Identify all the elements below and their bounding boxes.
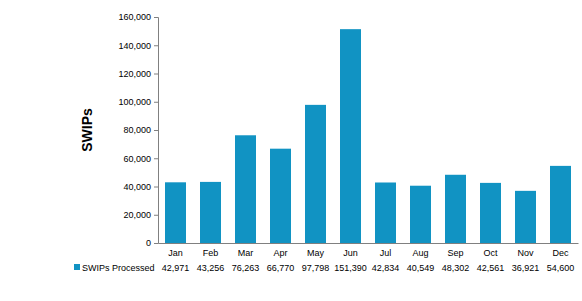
x-tick: Dec — [552, 243, 569, 258]
y-tick: 160,000 — [118, 12, 158, 22]
y-tick-label: 0 — [146, 238, 151, 248]
y-tick-label: 40,000 — [123, 182, 151, 192]
x-tick: Jun — [343, 243, 358, 258]
x-tick: May — [307, 243, 325, 258]
legend-swatch — [74, 264, 80, 270]
x-tick-label: May — [307, 248, 325, 258]
y-tick: 60,000 — [123, 154, 158, 164]
x-tick: Nov — [517, 243, 534, 258]
x-axis: Jan Feb Mar Apr May Jun Jul Aug Sep Oct Nov Dec — [159, 243, 579, 258]
bar — [480, 183, 501, 243]
bar — [200, 182, 221, 243]
bar — [515, 191, 536, 243]
x-tick: Jul — [380, 243, 392, 258]
x-tick-label: Sep — [447, 248, 463, 258]
value-label: 151,390 — [334, 263, 367, 273]
y-tick-label: 120,000 — [118, 69, 151, 79]
y-tick: 140,000 — [118, 41, 158, 51]
bar — [445, 175, 466, 243]
x-tick-label: Dec — [552, 248, 569, 258]
y-axis-title: SWIPs — [79, 108, 95, 152]
bar — [305, 105, 326, 243]
y-tick-mark — [154, 45, 158, 46]
x-tick: Oct — [483, 243, 498, 258]
y-tick-label: 80,000 — [123, 125, 151, 135]
y-tick-mark — [154, 102, 158, 103]
x-tick: Mar — [238, 243, 254, 258]
x-tick-label: Mar — [238, 248, 254, 258]
x-tick: Apr — [273, 243, 287, 258]
value-label: 42,561 — [477, 263, 505, 273]
x-tick-label: Nov — [517, 248, 534, 258]
bar — [375, 182, 396, 243]
value-label: 54,600 — [547, 263, 575, 273]
value-label: 40,549 — [407, 263, 435, 273]
value-label: 97,798 — [302, 263, 330, 273]
plot: 0 20,000 40,000 60,000 80,000 100,000 120,000 1… — [118, 12, 578, 258]
x-tick-label: Aug — [412, 248, 428, 258]
value-label: 76,263 — [232, 263, 260, 273]
y-tick-mark — [154, 243, 158, 244]
y-tick: 0 — [146, 238, 158, 248]
y-tick-mark — [154, 17, 158, 18]
y-tick: 80,000 — [123, 125, 158, 135]
x-tick-label: Jan — [168, 248, 183, 258]
y-tick-label: 20,000 — [123, 210, 151, 220]
x-tick-label: Apr — [273, 248, 287, 258]
bar — [235, 135, 256, 243]
bar — [410, 186, 431, 243]
y-tick: 100,000 — [118, 97, 158, 107]
y-tick: 20,000 — [123, 210, 158, 220]
y-tick-mark — [154, 74, 158, 75]
y-tick: 120,000 — [118, 69, 158, 79]
y-tick-label: 60,000 — [123, 154, 151, 164]
x-tick-label: Oct — [483, 248, 498, 258]
value-label: 42,971 — [162, 263, 190, 273]
y-axis-line — [154, 18, 159, 244]
bar — [550, 166, 571, 243]
y-tick-mark — [154, 130, 158, 131]
x-tick-label: Jul — [380, 248, 392, 258]
bar — [165, 182, 186, 243]
bars — [165, 29, 571, 243]
x-tick-label: Jun — [343, 248, 358, 258]
value-label: 42,834 — [372, 263, 400, 273]
y-tick-label: 100,000 — [118, 97, 151, 107]
y-axis: 0 20,000 40,000 60,000 80,000 100,000 120,000 1… — [118, 12, 158, 248]
x-tick: Aug — [412, 243, 428, 258]
x-axis-line — [159, 243, 579, 244]
value-row: 42,971 43,256 76,263 66,770 97,798 151,390 42,… — [162, 263, 575, 273]
x-tick: Jan — [168, 243, 183, 258]
y-tick-mark — [154, 187, 158, 188]
value-label: 43,256 — [197, 263, 225, 273]
y-tick: 40,000 — [123, 182, 158, 192]
bar — [340, 29, 361, 243]
y-tick-mark — [154, 158, 158, 159]
value-label: 36,921 — [512, 263, 540, 273]
chart: 0 20,000 40,000 60,000 80,000 100,000 120,000 1… — [0, 0, 582, 301]
legend-label: SWIPs Processed — [82, 263, 155, 273]
value-label: 66,770 — [267, 263, 295, 273]
bar — [270, 149, 291, 243]
x-tick: Feb — [203, 243, 219, 258]
x-tick-label: Feb — [203, 248, 219, 258]
y-tick-mark — [154, 215, 158, 216]
x-tick: Sep — [447, 243, 463, 258]
value-label: 48,302 — [442, 263, 470, 273]
y-tick-label: 160,000 — [118, 12, 151, 22]
y-tick-label: 140,000 — [118, 41, 151, 51]
